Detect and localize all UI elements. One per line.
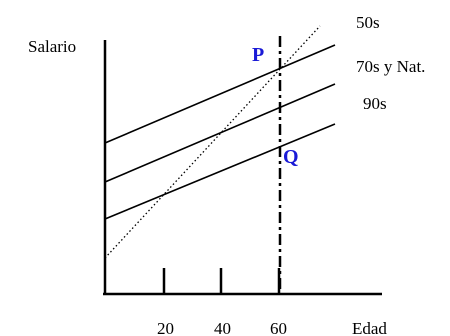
x-tick-label-60: 60 bbox=[270, 319, 287, 336]
x-axis-label: Edad bbox=[352, 319, 387, 336]
line-70s bbox=[104, 83, 336, 183]
dotted-cohort-line bbox=[104, 25, 321, 259]
x-tick-label-20: 20 bbox=[157, 319, 174, 336]
line-label-50s: 50s bbox=[356, 13, 380, 32]
x-tick-label-40: 40 bbox=[214, 319, 231, 336]
line-90s bbox=[104, 123, 336, 220]
line-label-70s: 70s y Nat. bbox=[356, 57, 425, 76]
line-50s bbox=[104, 44, 336, 144]
point-q-label: Q bbox=[283, 146, 299, 168]
y-axis-label: Salario bbox=[28, 37, 76, 56]
line-label-90s: 90s bbox=[363, 94, 387, 113]
point-p-label: P bbox=[252, 44, 264, 66]
